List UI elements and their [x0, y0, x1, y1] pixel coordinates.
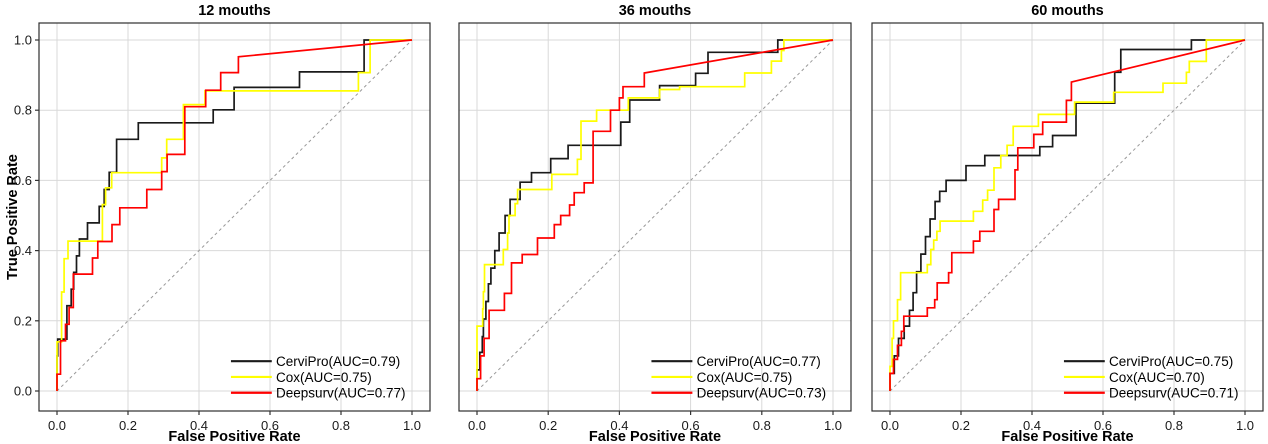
y-tick-label: 0.8	[14, 103, 32, 118]
roc-curve-deepsurv	[889, 39, 1246, 391]
legend: CerviPro(AUC=0.79)Cox(AUC=0.75)Deepsurv(…	[230, 354, 405, 401]
x-tick-label: 0.0	[468, 418, 486, 433]
y-tick-label: 0.0	[14, 384, 32, 399]
legend: CerviPro(AUC=0.75)Cox(AUC=0.70)Deepsurv(…	[1063, 354, 1238, 401]
roc-curve-cox	[476, 39, 833, 391]
reference-diagonal	[889, 39, 1246, 392]
legend-label-cervipro: CerviPro(AUC=0.79)	[276, 354, 400, 369]
x-tick-label: 1.0	[824, 418, 842, 433]
panel-3: 0.0 0.2 0.4 0.6 0.8 1.0 60 mouths False Positiv…	[871, 3, 1264, 444]
legend-label-cox: Cox(AUC=0.75)	[276, 370, 372, 385]
x-tick-label: 0.2	[119, 418, 137, 433]
roc-curve-cox	[56, 39, 412, 391]
legend-label-cervipro: CerviPro(AUC=0.77)	[697, 354, 821, 369]
x-tick-label: 0.6	[682, 418, 700, 433]
x-tick-label: 0.8	[753, 418, 771, 433]
x-tick-label: 0.4	[1023, 418, 1041, 433]
x-tick-label: 0.2	[539, 418, 557, 433]
legend-label-cervipro: CerviPro(AUC=0.75)	[1109, 354, 1233, 369]
panel-1: 0.0 0.2 0.4 0.6 0.8 1.0 0.0 0.2 0.4 0.6 0.8 1.0 12 m…	[14, 3, 431, 444]
legend: CerviPro(AUC=0.77)Cox(AUC=0.75)Deepsurv(…	[651, 354, 826, 401]
x-tick-label: 0.8	[1165, 418, 1183, 433]
roc-curve-cox	[889, 39, 1245, 391]
x-tick-label: 1.0	[1236, 418, 1254, 433]
panel-border	[458, 22, 852, 412]
plot-background	[39, 23, 430, 411]
legend-label-deepsurv: Deepsurv(AUC=0.77)	[276, 386, 405, 401]
x-tick-label: 0.8	[332, 418, 350, 433]
panel-title: 36 mouths	[619, 3, 692, 19]
y-tick-label: 0.4	[14, 243, 32, 258]
roc-curve-deepsurv	[56, 39, 413, 391]
legend-label-deepsurv: Deepsurv(AUC=0.71)	[1109, 386, 1238, 401]
legend-label-cox: Cox(AUC=0.75)	[697, 370, 793, 385]
roc-curve-cervipro	[56, 39, 412, 391]
panel-title: 12 mouths	[198, 3, 271, 19]
x-axis-title: False Positive Rate	[589, 429, 721, 444]
reference-diagonal	[56, 39, 413, 392]
legend-label-deepsurv: Deepsurv(AUC=0.73)	[697, 386, 826, 401]
y-tick-label: 1.0	[14, 33, 32, 48]
legend-label-cox: Cox(AUC=0.70)	[1109, 370, 1205, 385]
roc-curve-deepsurv	[476, 39, 834, 391]
reference-diagonal	[476, 39, 834, 392]
y-tick-label: 0.2	[14, 313, 32, 328]
x-tick-label: 0.4	[190, 418, 208, 433]
x-axis-title: False Positive Rate	[168, 429, 300, 444]
panel-2: 0.0 0.2 0.4 0.6 0.8 1.0 36 mouths False Positiv…	[458, 3, 852, 444]
x-tick-label: 0.4	[610, 418, 628, 433]
x-tick-label: 0.6	[1094, 418, 1112, 433]
plot-background	[872, 23, 1263, 411]
panel-border	[38, 22, 431, 412]
plot-background	[459, 23, 851, 411]
x-tick-label: 0.0	[48, 418, 66, 433]
panel-border	[871, 22, 1264, 412]
x-tick-label: 0.0	[881, 418, 899, 433]
x-tick-label: 1.0	[403, 418, 421, 433]
x-tick-label: 0.2	[952, 418, 970, 433]
panel-title: 60 mouths	[1031, 3, 1104, 19]
x-tick-label: 0.6	[261, 418, 279, 433]
x-axis-title: False Positive Rate	[1001, 429, 1133, 444]
y-tick-label: 0.6	[14, 173, 32, 188]
